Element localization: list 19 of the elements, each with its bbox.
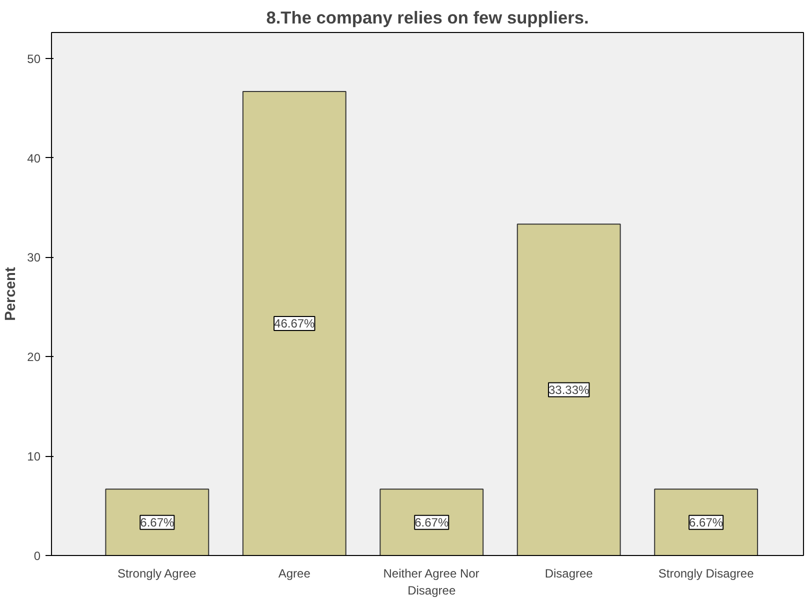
y-tick-label: 40 <box>27 151 41 166</box>
bar <box>516 224 621 556</box>
x-tick-label: Neither Agree Nor Disagree <box>383 566 480 598</box>
chart-title: 8.The company relies on few suppliers. <box>266 8 589 28</box>
bar <box>242 90 346 556</box>
data-label: 6.67% <box>414 515 449 530</box>
x-tick-label: Strongly Disagree <box>658 566 754 580</box>
y-tick-label: 30 <box>27 250 41 265</box>
bar <box>380 488 484 556</box>
y-axis-title: Percent <box>3 267 20 321</box>
bar <box>654 488 758 556</box>
y-tick-label: 20 <box>27 350 41 364</box>
x-tick-label: Disagree <box>544 566 594 580</box>
x-tick-label: Strongly Agree <box>117 566 197 580</box>
y-tick-label: 10 <box>27 450 41 464</box>
y-tick-label: 50 <box>27 52 41 66</box>
y-tick-label: 0 <box>34 549 41 563</box>
bar <box>105 488 210 556</box>
x-tick-label: Agree <box>278 566 311 580</box>
